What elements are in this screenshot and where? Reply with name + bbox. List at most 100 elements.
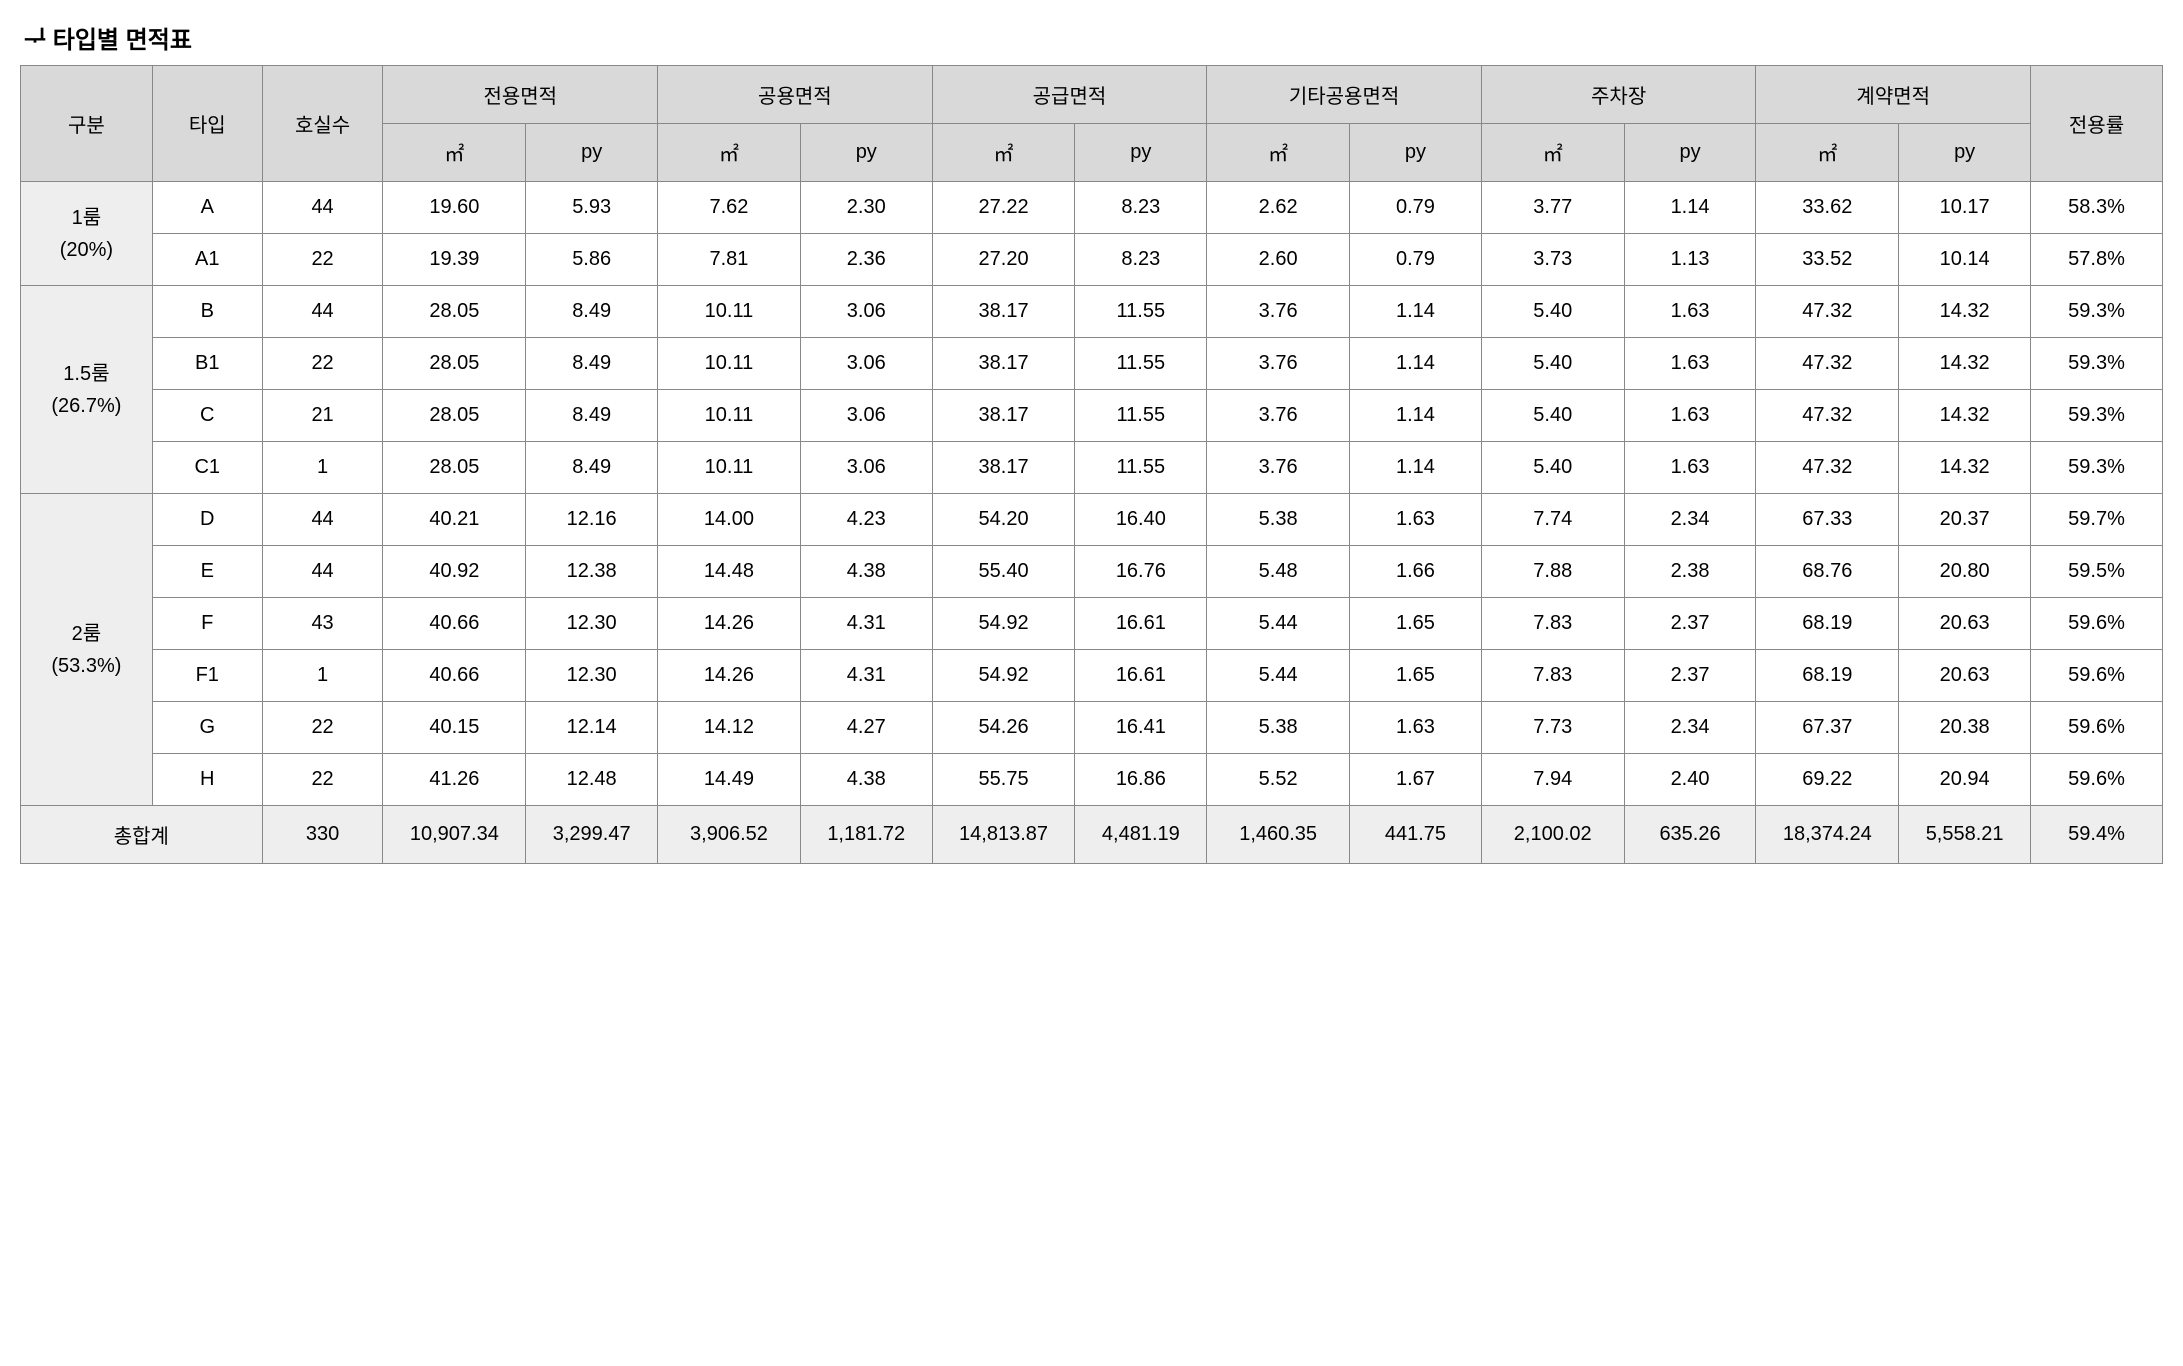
hdr-common: 공용면적 (658, 66, 933, 124)
cell-value: 47.32 (1756, 286, 1899, 338)
cell-value: 12.14 (526, 702, 658, 754)
hdr-type: 타입 (152, 66, 262, 182)
cell-value: 4.23 (800, 494, 932, 546)
group-label-line2: (53.3%) (25, 650, 148, 682)
cell-value: 14.32 (1899, 286, 2031, 338)
cell-value: 59.7% (2031, 494, 2163, 546)
cell-value: 59.3% (2031, 338, 2163, 390)
cell-type: B1 (152, 338, 262, 390)
cell-value: 47.32 (1756, 338, 1899, 390)
hdr-py: py (1350, 124, 1482, 182)
cell-value: 57.8% (2031, 234, 2163, 286)
table-row: F1140.6612.3014.264.3154.9216.615.441.65… (21, 650, 2163, 702)
cell-rooms: 1 (262, 442, 383, 494)
total-value: 59.4% (2031, 806, 2163, 864)
cell-value: 5.38 (1207, 702, 1350, 754)
table-row: F4340.6612.3014.264.3154.9216.615.441.65… (21, 598, 2163, 650)
cell-value: 12.30 (526, 598, 658, 650)
cell-value: 68.19 (1756, 598, 1899, 650)
cell-value: 47.32 (1756, 390, 1899, 442)
cell-value: 47.32 (1756, 442, 1899, 494)
cell-value: 7.73 (1481, 702, 1624, 754)
total-rooms: 330 (262, 806, 383, 864)
cell-value: 8.23 (1075, 182, 1207, 234)
cell-type: A (152, 182, 262, 234)
total-value: 3,299.47 (526, 806, 658, 864)
cell-value: 8.49 (526, 338, 658, 390)
group-label-line2: (20%) (25, 234, 148, 266)
cell-value: 14.12 (658, 702, 801, 754)
cell-value: 5.40 (1481, 338, 1624, 390)
cell-value: 7.74 (1481, 494, 1624, 546)
area-table: 구분 타입 호실수 전용면적 공용면적 공급면적 기타공용면적 주차장 계약면적… (20, 65, 2163, 864)
cell-value: 16.41 (1075, 702, 1207, 754)
cell-value: 1.67 (1350, 754, 1482, 806)
hdr-rooms: 호실수 (262, 66, 383, 182)
cell-value: 14.32 (1899, 390, 2031, 442)
cell-value: 5.48 (1207, 546, 1350, 598)
cell-value: 20.80 (1899, 546, 2031, 598)
group-cell: 1룸(20%) (21, 182, 153, 286)
cell-value: 27.22 (932, 182, 1075, 234)
cell-value: 59.3% (2031, 442, 2163, 494)
cell-value: 8.49 (526, 442, 658, 494)
cell-value: 3.76 (1207, 338, 1350, 390)
cell-rooms: 21 (262, 390, 383, 442)
cell-value: 5.86 (526, 234, 658, 286)
cell-value: 55.75 (932, 754, 1075, 806)
cell-value: 10.11 (658, 390, 801, 442)
table-row: 2룸(53.3%)D4440.2112.1614.004.2354.2016.4… (21, 494, 2163, 546)
group-cell: 2룸(53.3%) (21, 494, 153, 806)
cell-value: 38.17 (932, 286, 1075, 338)
cell-value: 16.86 (1075, 754, 1207, 806)
hdr-supply: 공급면적 (932, 66, 1207, 124)
cell-value: 59.3% (2031, 390, 2163, 442)
cell-value: 11.55 (1075, 390, 1207, 442)
hdr-contract: 계약면적 (1756, 66, 2031, 124)
total-value: 14,813.87 (932, 806, 1075, 864)
table-row: H2241.2612.4814.494.3855.7516.865.521.67… (21, 754, 2163, 806)
table-row: C1128.058.4910.113.0638.1711.553.761.145… (21, 442, 2163, 494)
cell-value: 10.11 (658, 338, 801, 390)
cell-value: 2.36 (800, 234, 932, 286)
cell-type: H (152, 754, 262, 806)
cell-value: 54.20 (932, 494, 1075, 546)
cell-value: 54.26 (932, 702, 1075, 754)
cell-value: 2.40 (1624, 754, 1756, 806)
total-value: 10,907.34 (383, 806, 526, 864)
cell-value: 20.63 (1899, 650, 2031, 702)
cell-value: 54.92 (932, 650, 1075, 702)
cell-value: 10.11 (658, 442, 801, 494)
hdr-gubun: 구분 (21, 66, 153, 182)
cell-type: F1 (152, 650, 262, 702)
total-value: 18,374.24 (1756, 806, 1899, 864)
total-value: 2,100.02 (1481, 806, 1624, 864)
cell-rooms: 43 (262, 598, 383, 650)
cell-value: 3.06 (800, 286, 932, 338)
cell-value: 67.37 (1756, 702, 1899, 754)
cell-type: A1 (152, 234, 262, 286)
cell-value: 2.34 (1624, 494, 1756, 546)
cell-value: 1.65 (1350, 650, 1482, 702)
hdr-py: py (1899, 124, 2031, 182)
cell-value: 59.6% (2031, 702, 2163, 754)
cell-value: 0.79 (1350, 234, 1482, 286)
cell-type: C1 (152, 442, 262, 494)
cell-type: F (152, 598, 262, 650)
cell-value: 1.14 (1350, 390, 1482, 442)
total-row: 총합계33010,907.343,299.473,906.521,181.721… (21, 806, 2163, 864)
cell-value: 55.40 (932, 546, 1075, 598)
cell-value: 1.63 (1624, 338, 1756, 390)
cell-value: 19.39 (383, 234, 526, 286)
group-label-line2: (26.7%) (25, 390, 148, 422)
cell-value: 7.88 (1481, 546, 1624, 598)
cell-value: 28.05 (383, 286, 526, 338)
cell-value: 2.30 (800, 182, 932, 234)
cell-value: 5.52 (1207, 754, 1350, 806)
total-value: 4,481.19 (1075, 806, 1207, 864)
cell-type: D (152, 494, 262, 546)
cell-value: 3.06 (800, 338, 932, 390)
cell-value: 11.55 (1075, 286, 1207, 338)
cell-value: 20.63 (1899, 598, 2031, 650)
hdr-py: py (526, 124, 658, 182)
